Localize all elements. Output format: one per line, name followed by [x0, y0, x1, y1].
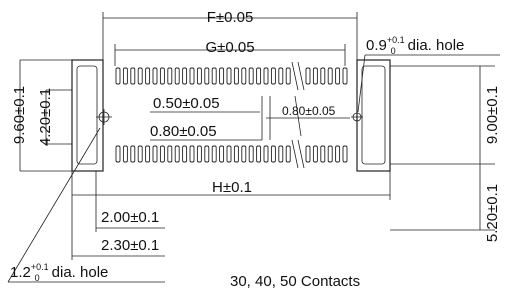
contact	[313, 146, 317, 162]
contact	[146, 68, 150, 84]
contact	[306, 68, 310, 84]
contact	[227, 146, 231, 162]
contact	[328, 68, 332, 84]
dim-height-inner: 4.20±0.1	[37, 88, 54, 146]
hole-suffix: dia. hole	[52, 264, 109, 281]
hole-suffix: dia. hole	[408, 37, 465, 54]
dim-offset-vertical: 5.20±0.1	[484, 184, 501, 242]
contact	[321, 146, 325, 162]
contact	[123, 146, 127, 162]
contact	[286, 146, 290, 162]
contact	[249, 68, 253, 84]
dim-g: G±0.05	[205, 39, 254, 56]
dim-height-total: 9.60±0.1	[11, 86, 28, 144]
contact	[160, 146, 164, 162]
hole-value: 0.9	[366, 37, 387, 54]
contact	[313, 68, 317, 84]
dim-offset-1: 2.00±0.1	[101, 209, 159, 226]
dim-height-right: 9.00±0.1	[484, 86, 501, 144]
contact	[138, 146, 142, 162]
contact	[197, 68, 201, 84]
contact	[190, 146, 194, 162]
contact	[234, 68, 238, 84]
contact	[220, 68, 224, 84]
contact	[336, 146, 340, 162]
contact	[328, 146, 332, 162]
contact	[190, 68, 194, 84]
dim-pitch: 0.80±0.05	[150, 123, 217, 140]
contact	[271, 146, 275, 162]
contact	[279, 146, 283, 162]
dim-h: H±0.1	[212, 179, 252, 196]
contact	[264, 146, 268, 162]
contact	[212, 146, 216, 162]
contact	[175, 146, 179, 162]
contact	[175, 68, 179, 84]
contact	[257, 68, 261, 84]
contact	[227, 68, 231, 84]
contact	[116, 146, 120, 162]
hole-value: 1.2	[10, 264, 31, 281]
contact	[183, 146, 187, 162]
contact	[264, 68, 268, 84]
drawing: F±0.05 G±0.05 H±0.1 9.60±0.1 4.20±0.1 9.…	[0, 0, 508, 297]
contact	[286, 68, 290, 84]
contact	[205, 68, 209, 84]
dim-pitch-small: 0.50±0.05	[153, 95, 220, 112]
dim-pitch-small-2: 0.80±0.05	[282, 104, 336, 118]
contact	[321, 68, 325, 84]
contact	[131, 146, 135, 162]
dim-f: F±0.05	[207, 9, 254, 26]
tol-upper: +0.1	[31, 262, 49, 272]
caption: 30, 40, 50 Contacts	[230, 273, 360, 290]
contact	[183, 68, 187, 84]
contact	[306, 146, 310, 162]
contact	[146, 146, 150, 162]
contact	[212, 68, 216, 84]
tol-lower: 0	[35, 273, 40, 283]
contact	[249, 146, 253, 162]
contact	[168, 68, 172, 84]
contact	[343, 146, 347, 162]
contact	[138, 68, 142, 84]
contact	[271, 68, 275, 84]
contact	[257, 146, 261, 162]
contact	[279, 68, 283, 84]
tol-upper: +0.1	[387, 35, 405, 45]
contact	[168, 146, 172, 162]
contact	[205, 146, 209, 162]
contact	[131, 68, 135, 84]
contact	[116, 68, 120, 84]
dim-offset-2: 2.30±0.1	[101, 237, 159, 254]
contact	[197, 146, 201, 162]
contact	[160, 68, 164, 84]
contact	[242, 146, 246, 162]
contact	[153, 146, 157, 162]
contact	[242, 68, 246, 84]
dim-lines-right	[390, 66, 495, 230]
contact	[220, 146, 224, 162]
tol-lower: 0	[391, 46, 396, 56]
contact	[343, 68, 347, 84]
contact	[234, 146, 238, 162]
contact	[123, 68, 127, 84]
contact	[336, 68, 340, 84]
contact	[153, 68, 157, 84]
